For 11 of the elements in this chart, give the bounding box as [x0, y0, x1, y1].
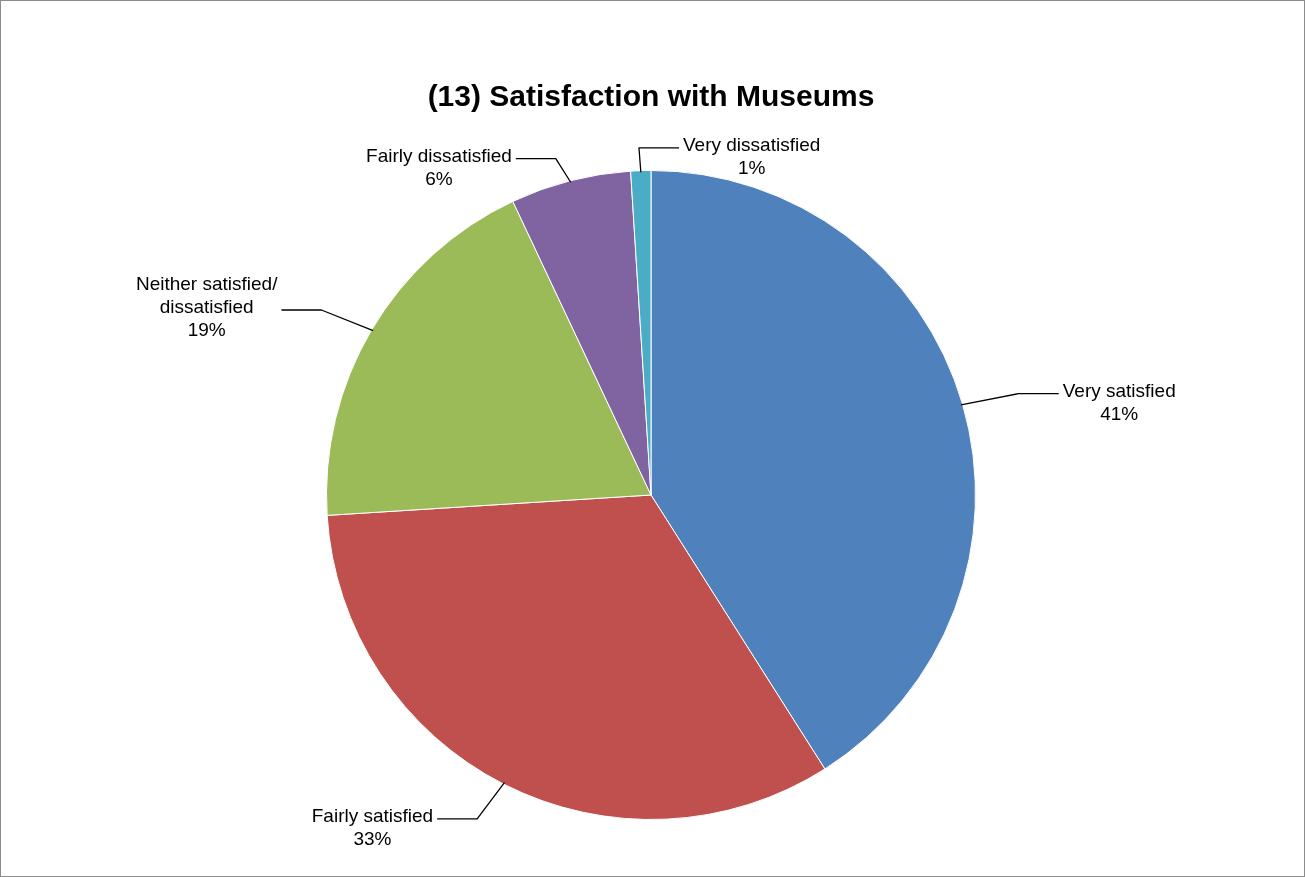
data-label: 33%: [353, 828, 392, 850]
slice-label: Neither satisfied/ dissatisfied: [135, 273, 279, 318]
data-label: 6%: [425, 167, 453, 189]
slice-label: Very satisfied: [1062, 379, 1176, 401]
data-label: 41%: [1100, 402, 1139, 424]
slice-label: Fairly satisfied: [311, 805, 434, 827]
slice-label: Very dissatisfied: [682, 134, 821, 156]
data-label: 1%: [737, 157, 766, 179]
data-label: 19%: [187, 319, 226, 341]
chart-title: (13) Satisfaction with Museums: [427, 79, 875, 113]
slice-label: Fairly dissatisfied: [366, 144, 512, 166]
